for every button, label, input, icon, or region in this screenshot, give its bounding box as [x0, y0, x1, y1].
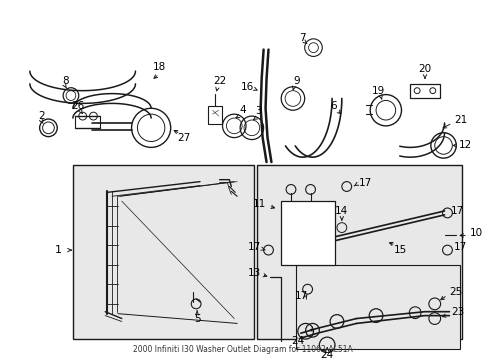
Bar [73, 165, 253, 339]
Text: 17: 17 [247, 242, 260, 252]
Text: 13: 13 [247, 267, 260, 278]
Text: 17: 17 [358, 177, 371, 188]
Text: 8: 8 [61, 76, 68, 86]
Text: 12: 12 [458, 140, 471, 150]
Text: 4: 4 [239, 105, 246, 115]
Text: 17: 17 [295, 291, 308, 301]
Text: 18: 18 [152, 62, 165, 72]
Bar [281, 201, 334, 265]
Text: 23: 23 [450, 307, 464, 317]
Text: 25: 25 [448, 287, 462, 297]
Text: 19: 19 [371, 86, 384, 96]
Text: 14: 14 [335, 206, 348, 216]
Text: 27: 27 [177, 132, 190, 143]
Text: 5: 5 [193, 314, 200, 324]
Bar [256, 165, 461, 339]
Text: 7: 7 [299, 33, 305, 43]
Text: 15: 15 [393, 245, 407, 255]
Text: +: + [308, 327, 314, 333]
Text: 11: 11 [253, 199, 266, 209]
Text: 20: 20 [418, 64, 430, 74]
Text: 17: 17 [453, 242, 467, 252]
Text: 22: 22 [213, 76, 226, 86]
Text: 6: 6 [330, 101, 337, 111]
Text: 17: 17 [449, 206, 463, 216]
Text: 1: 1 [55, 245, 61, 255]
Text: 10: 10 [469, 229, 482, 238]
Text: 2000 Infiniti I30 Washer Outlet Diagram for 11062-AL51A: 2000 Infiniti I30 Washer Outlet Diagram … [133, 345, 352, 354]
Text: 9: 9 [293, 76, 300, 86]
Text: 26: 26 [71, 101, 84, 111]
Text: 3: 3 [255, 106, 262, 116]
Text: 16: 16 [240, 82, 253, 92]
Text: 24: 24 [320, 350, 333, 360]
Text: 2: 2 [38, 111, 45, 121]
Bar [295, 265, 459, 349]
Text: 21: 21 [453, 115, 467, 125]
Text: 24: 24 [291, 336, 304, 346]
Bar [207, 106, 221, 124]
